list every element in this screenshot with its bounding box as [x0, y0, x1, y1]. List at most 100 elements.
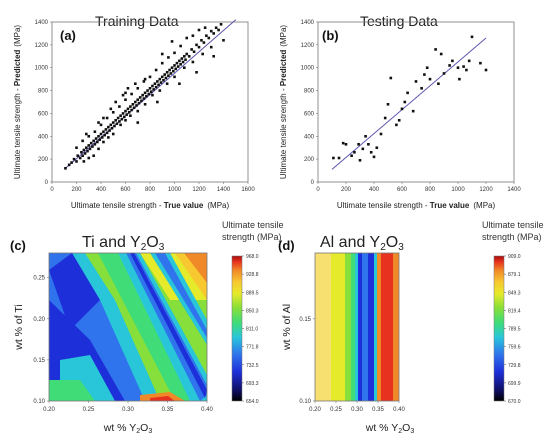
a-data-point	[64, 166, 67, 170]
a-data-point	[207, 36, 211, 40]
b-data-point	[386, 102, 390, 106]
a-data-point	[197, 45, 201, 49]
a-data-point	[183, 54, 186, 58]
a-data-point	[214, 26, 218, 30]
d-colorbar-tick: 759.6	[508, 345, 521, 351]
a-data-point	[113, 124, 116, 128]
a-data-point	[130, 108, 133, 112]
a-data-point	[143, 102, 147, 106]
a-data-point	[160, 61, 164, 65]
c-xtick-label: 0.30	[122, 407, 134, 413]
b-data-point	[414, 80, 418, 83]
a-ytick-label: 200	[38, 157, 49, 163]
panel-a-ylabel: Ultimate tensile strength - Predicted(MP…	[13, 25, 22, 180]
a-data-point	[105, 131, 109, 135]
c-xtick-label: 0.40	[201, 407, 213, 413]
a-data-point	[149, 90, 153, 94]
a-data-point	[136, 98, 140, 102]
b-data-point	[397, 118, 401, 122]
b-data-point	[448, 64, 451, 67]
a-data-point	[97, 147, 100, 151]
c-xtick-label: 0.20	[43, 407, 55, 413]
a-data-point	[76, 154, 80, 158]
a-data-point	[82, 160, 86, 163]
panel-b-ylabel: Ultimate tensile strength - Predicted(MP…	[279, 25, 288, 180]
a-data-point	[141, 93, 144, 97]
d-colorbar-tick: 819.4	[508, 308, 521, 314]
panel-d-colorbar-title-2: strength (MPa)	[482, 232, 542, 242]
a-data-point	[158, 77, 162, 81]
a-data-point	[75, 146, 78, 150]
a-data-point	[179, 44, 182, 48]
a-data-point	[217, 28, 220, 32]
a-xtick-label: 800	[145, 187, 156, 193]
d-xtick-label: 0.20	[309, 407, 321, 413]
d-xtick-label: 0.40	[393, 407, 405, 413]
a-data-point	[126, 107, 130, 111]
b-data-point	[358, 158, 362, 162]
a-data-point	[143, 91, 147, 95]
panel-d-xlabel: wt % Y2O3	[365, 422, 415, 435]
a-data-point	[156, 100, 159, 104]
a-data-point	[157, 83, 160, 87]
b-xtick-label: 800	[425, 187, 436, 193]
b-data-point	[439, 52, 443, 56]
a-data-point	[185, 52, 189, 56]
a-data-point	[115, 122, 119, 126]
b-data-point	[353, 150, 356, 154]
a-data-point	[165, 82, 169, 86]
c-colorbar-tick: 889.5	[246, 290, 259, 296]
a-ytick-label: 400	[38, 134, 49, 140]
a-data-point	[148, 86, 152, 90]
d-ytick-label: 0.15	[299, 317, 311, 323]
d-ytick-label: 0.10	[299, 399, 311, 405]
a-data-point	[127, 110, 131, 114]
b-ytick-label: 600	[304, 111, 315, 117]
a-data-point	[85, 132, 88, 136]
b-xtick-label: 400	[369, 187, 380, 193]
panel-d-contour-field	[315, 253, 399, 401]
a-data-point	[191, 34, 195, 38]
b-data-point	[462, 65, 465, 68]
d-colorbar-tick: 729.8	[508, 363, 521, 369]
a-data-point	[121, 93, 125, 97]
b-ytick-label: 800	[304, 89, 315, 95]
a-ytick-label: 800	[38, 89, 49, 95]
a-data-point	[181, 60, 185, 64]
a-data-point	[93, 142, 97, 146]
a-data-point	[109, 107, 113, 111]
a-data-point	[142, 97, 146, 100]
c-colorbar-tick: 732.5	[246, 363, 259, 369]
a-data-point	[136, 121, 140, 124]
b-ytick-label: 400	[304, 134, 315, 140]
a-data-point	[108, 129, 111, 132]
a-data-point	[100, 136, 104, 139]
a-data-point	[111, 132, 115, 136]
a-data-point	[111, 110, 115, 114]
c-ytick-label: 0.25	[33, 276, 45, 282]
a-ytick-label: 0	[45, 180, 49, 186]
c-colorbar-tick: 811.0	[246, 327, 258, 333]
panel-b-label: (b)	[322, 28, 339, 43]
panel-c-contour-field	[49, 253, 207, 401]
a-data-point	[122, 115, 126, 119]
a-data-point	[171, 69, 175, 73]
a-data-point	[151, 84, 154, 88]
a-data-point	[89, 141, 93, 145]
a-data-point	[134, 100, 137, 104]
b-data-point	[465, 68, 468, 72]
b-data-point	[369, 150, 373, 154]
b-data-point	[428, 77, 432, 81]
a-data-point	[105, 116, 109, 120]
a-data-point	[159, 81, 163, 84]
d-colorbar-tick: 789.5	[508, 327, 521, 333]
testing-data-scatter: Testing Data (b) 0 200 400 600 800 1000 1200 14…	[279, 13, 521, 210]
a-ytick-label: 1200	[35, 43, 49, 49]
a-data-point	[98, 138, 102, 142]
c-ytick-label: 0.15	[33, 358, 45, 364]
b-data-point	[367, 142, 370, 146]
panel-b-fit-line	[331, 37, 487, 170]
a-data-point	[145, 94, 148, 98]
a-data-point	[110, 126, 114, 130]
a-data-point	[111, 121, 115, 124]
